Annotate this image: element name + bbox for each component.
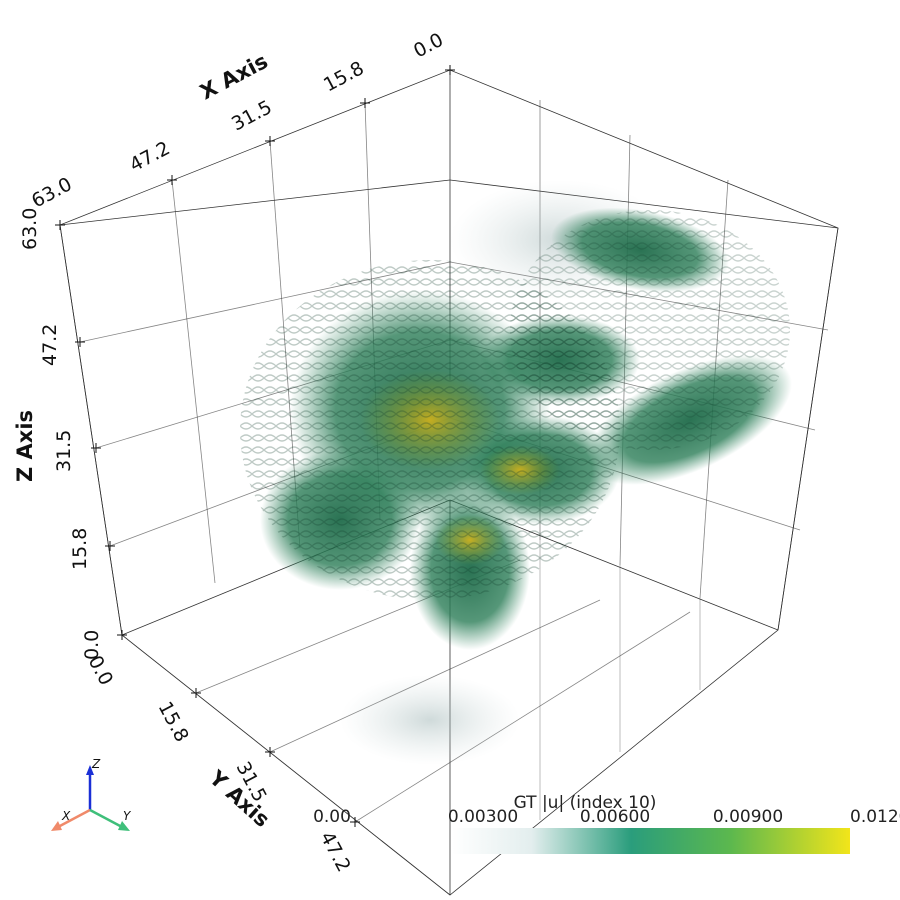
- tick-marks: [55, 65, 455, 827]
- triad-z-label: Z: [91, 757, 101, 771]
- x-axis-title: X Axis: [196, 49, 272, 104]
- z-tick-4: 63.0: [19, 208, 41, 250]
- x-tick-4: 63.0: [28, 173, 76, 212]
- z-tick-1: 15.8: [69, 528, 91, 570]
- y-tick-1: 15.8: [154, 698, 193, 746]
- colorbar-tick-3: 0.00900: [713, 807, 783, 827]
- colorbar: GT |u| (index 10) 0.00 0.00300 0.00600 0…: [313, 793, 900, 854]
- x-tick-3: 47.2: [126, 137, 174, 176]
- volume-structure: [240, 180, 792, 765]
- colorbar-tick-4: 0.0120: [850, 807, 900, 827]
- x-tick-1: 15.8: [320, 57, 368, 96]
- z-tick-3: 47.2: [39, 324, 61, 366]
- x-tick-0: 0.0: [410, 29, 447, 63]
- z-tick-0: 0.0: [81, 630, 103, 660]
- y-tick-3: 47.2: [316, 828, 355, 876]
- triad-x-label: X: [61, 809, 71, 823]
- triad-y-label: Y: [123, 809, 132, 823]
- z-axis-title: Z Axis: [13, 410, 37, 482]
- z-tick-2: 31.5: [53, 430, 75, 472]
- colorbar-tick-2: 0.00600: [580, 807, 650, 827]
- colorbar-tick-1: 0.00300: [448, 807, 518, 827]
- colorbar-title: GT |u| (index 10): [514, 793, 657, 813]
- x-tick-2: 31.5: [228, 96, 276, 135]
- colorbar-tick-0: 0.00: [313, 807, 351, 827]
- orientation-triad: Z X Y: [51, 757, 132, 831]
- colorbar-gradient: [452, 828, 850, 854]
